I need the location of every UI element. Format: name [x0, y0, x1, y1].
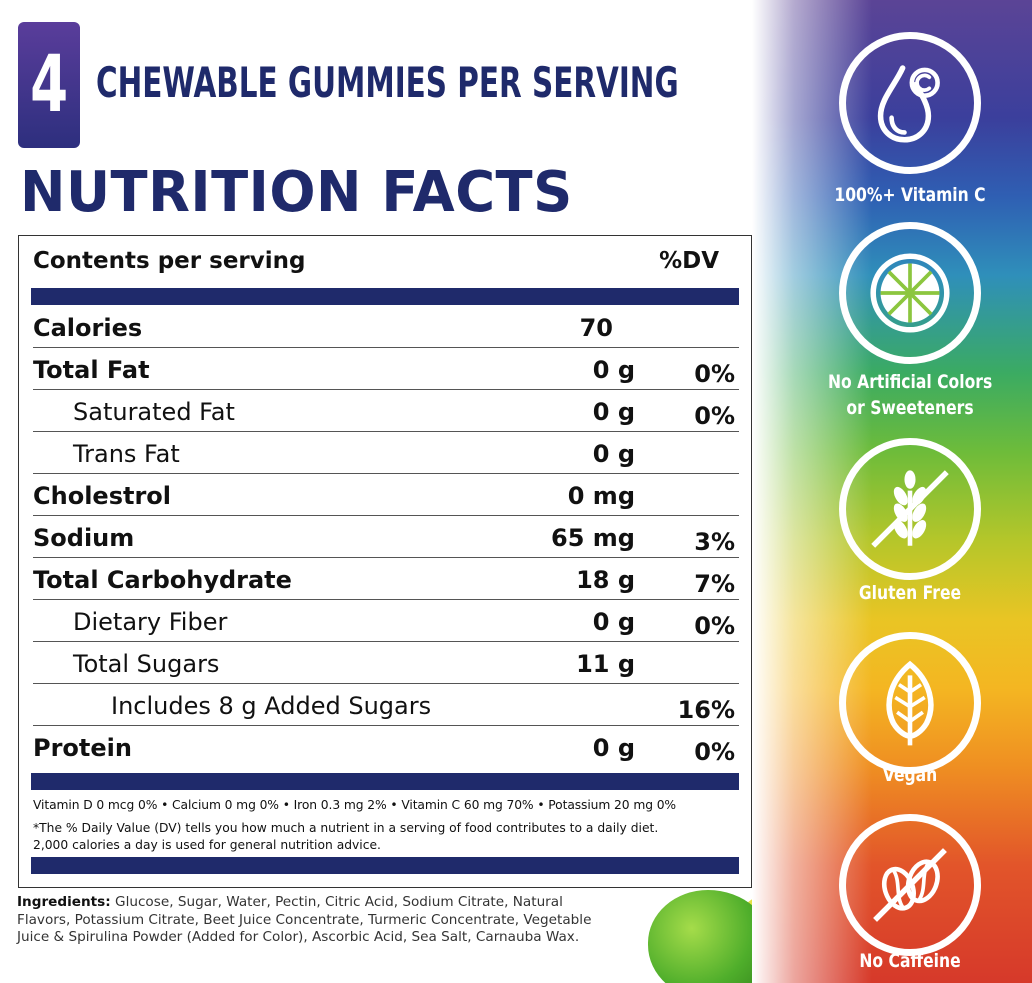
no-wheat-icon — [871, 470, 949, 548]
nutrient-amount: 18 g — [576, 566, 635, 594]
nutrient-amount: 11 g — [576, 650, 635, 678]
no-artificial-badge — [839, 222, 981, 364]
contents-label: Contents per serving — [33, 248, 306, 274]
badge-label: Gluten Free — [858, 582, 962, 604]
nutrient-row: Total Sugars 11 g — [33, 642, 739, 684]
ingredients-label: Ingredients: — [17, 894, 111, 910]
nutrient-row: Calories 70 — [33, 306, 739, 348]
gluten-free-badge — [839, 438, 981, 580]
nutrient-row: Saturated Fat 0 g 0% — [33, 390, 739, 432]
ingredients-text: Ingredients: Glucose, Sugar, Water, Pect… — [17, 894, 617, 947]
nutrient-dv: 3% — [694, 528, 735, 556]
badge-label: 100%+ Vitamin C — [834, 184, 986, 206]
nutrient-name: Saturated Fat — [73, 398, 235, 426]
nutrient-name: Includes 8 g Added Sugars — [111, 692, 432, 720]
nutrient-row: Trans Fat 0 g — [33, 432, 739, 474]
nutrient-amount: 0 g — [592, 398, 635, 426]
vegan-badge — [839, 632, 981, 774]
nutrient-dv: 0% — [694, 360, 735, 388]
panel-header: Contents per serving %DV — [33, 248, 739, 282]
nutrient-row: Total Fat 0 g 0% — [33, 348, 739, 390]
nutrient-dv: 16% — [677, 696, 735, 724]
nutrient-name: Total Fat — [33, 356, 150, 384]
dv-label: %DV — [659, 248, 719, 274]
vitamin-c-drop-icon — [877, 65, 940, 143]
no-caffeine-badge — [839, 814, 981, 956]
top-divider-bar — [31, 288, 739, 305]
ingredients-list: Glucose, Sugar, Water, Pectin, Citric Ac… — [17, 894, 592, 945]
no-coffee-bean-icon — [873, 848, 947, 922]
nutrient-amount: 70 — [579, 314, 613, 342]
bottom-divider-bar — [31, 773, 739, 790]
nutrient-name: Trans Fat — [73, 440, 180, 468]
badge-label-line: No Artificial Colors — [828, 371, 993, 393]
badge-label-line: or Sweeteners — [846, 397, 974, 419]
nutrient-dv: 0% — [694, 612, 735, 640]
nutrient-name: Dietary Fiber — [73, 608, 228, 636]
serving-count: 4 — [30, 40, 68, 130]
footer-divider-bar — [31, 857, 739, 874]
nutrient-row: Includes 8 g Added Sugars 16% — [33, 684, 739, 726]
vitamins-line: Vitamin D 0 mcg 0% • Calcium 0 mg 0% • I… — [33, 798, 677, 812]
serving-count-badge: 4 — [18, 22, 80, 148]
badge-label: No Caffeine — [859, 950, 961, 972]
nutrition-panel: Contents per serving %DV Calories 70 Tot… — [18, 235, 752, 888]
dv-footnote: *The % Daily Value (DV) tells you how mu… — [33, 820, 733, 854]
citrus-slice-icon — [870, 253, 950, 333]
nutrient-amount: 0 g — [592, 440, 635, 468]
nutrient-row: Total Carbohydrate 18 g 7% — [33, 558, 739, 600]
leaf-icon — [886, 660, 934, 746]
nutrient-name: Total Sugars — [73, 650, 220, 678]
nutrient-name: Protein — [33, 734, 132, 762]
badge-label: Vegan — [882, 764, 938, 786]
footnote-line: 2,000 calories a day is used for general… — [33, 838, 381, 852]
serving-title: CHEWABLE GUMMIES PER SERVING — [96, 58, 679, 107]
nutrient-dv: 0% — [694, 402, 735, 430]
nutrient-name: Total Carbohydrate — [33, 566, 292, 594]
nutrient-row: Protein 0 g 0% — [33, 726, 739, 768]
nutrient-name: Calories — [33, 314, 143, 342]
nutrient-amount: 0 g — [592, 734, 635, 762]
nutrient-amount: 0 g — [592, 356, 635, 384]
nutrient-row: Sodium 65 mg 3% — [33, 516, 739, 558]
nutrient-name: Sodium — [33, 524, 135, 552]
nutrient-dv: 0% — [694, 738, 735, 766]
vitamin-c-badge — [839, 32, 981, 174]
footnote-line: *The % Daily Value (DV) tells you how mu… — [33, 821, 659, 835]
nutrient-dv: 7% — [694, 570, 735, 598]
nutrient-amount: 0 mg — [567, 482, 635, 510]
nutrient-amount: 65 mg — [551, 524, 635, 552]
nutrient-row: Dietary Fiber 0 g 0% — [33, 600, 739, 642]
badge-label: No Artificial Colors or Sweeteners — [828, 369, 992, 421]
nutrient-name: Cholestrol — [33, 482, 171, 510]
nutrient-row: Cholestrol 0 mg — [33, 474, 739, 516]
nutrient-amount: 0 g — [592, 608, 635, 636]
page-title: NUTRITION FACTS — [20, 160, 573, 225]
